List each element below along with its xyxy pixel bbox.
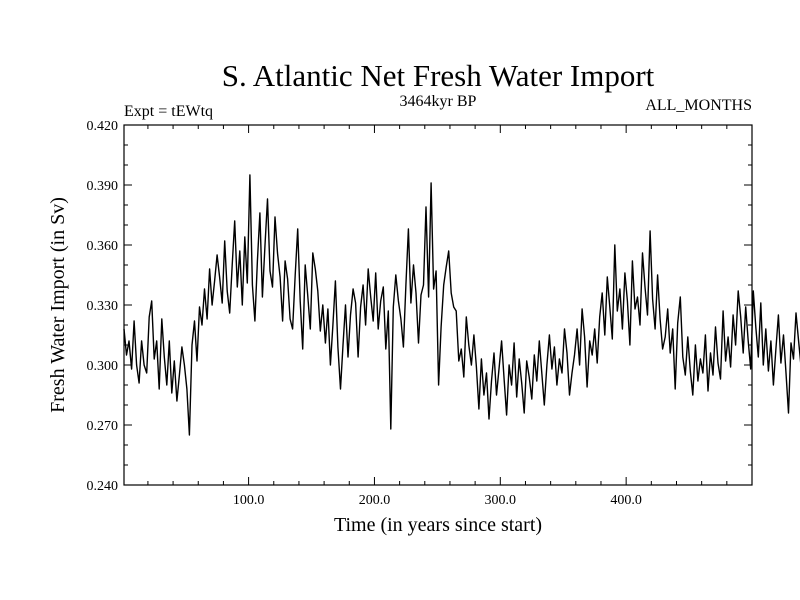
x-axis-label: Time (in years since start) (334, 514, 542, 536)
chart-subtitle: 3464kyr BP (400, 93, 477, 110)
x-tick-label: 100.0 (233, 493, 265, 508)
y-axis-label: Fresh Water Import (in Sv) (47, 197, 69, 413)
chart-title: S. Atlantic Net Fresh Water Import (222, 58, 655, 93)
y-tick-label: 0.300 (87, 359, 119, 374)
axis-tick-labels: 0.240 0.270 0.300 0.330 0.360 0.390 0.420 100.0… (87, 119, 642, 508)
y-tick-label: 0.270 (87, 419, 119, 434)
x-tick-label: 400.0 (610, 493, 642, 508)
plot-frame (123, 124, 753, 486)
series-group (123, 174, 800, 436)
expt-label: Expt = tEWtq (124, 103, 213, 120)
y-tick-label: 0.420 (87, 119, 119, 134)
months-label: ALL_MONTHS (645, 97, 752, 114)
x-tick-label: 200.0 (359, 493, 391, 508)
y-tick-label: 0.360 (87, 239, 119, 254)
y-tick-label: 0.240 (87, 479, 119, 494)
x-tick-label: 300.0 (485, 493, 517, 508)
y-tick-label: 0.390 (87, 179, 119, 194)
axis-ticks (124, 124, 752, 486)
series-line (123, 174, 800, 436)
y-tick-label: 0.330 (87, 299, 119, 314)
